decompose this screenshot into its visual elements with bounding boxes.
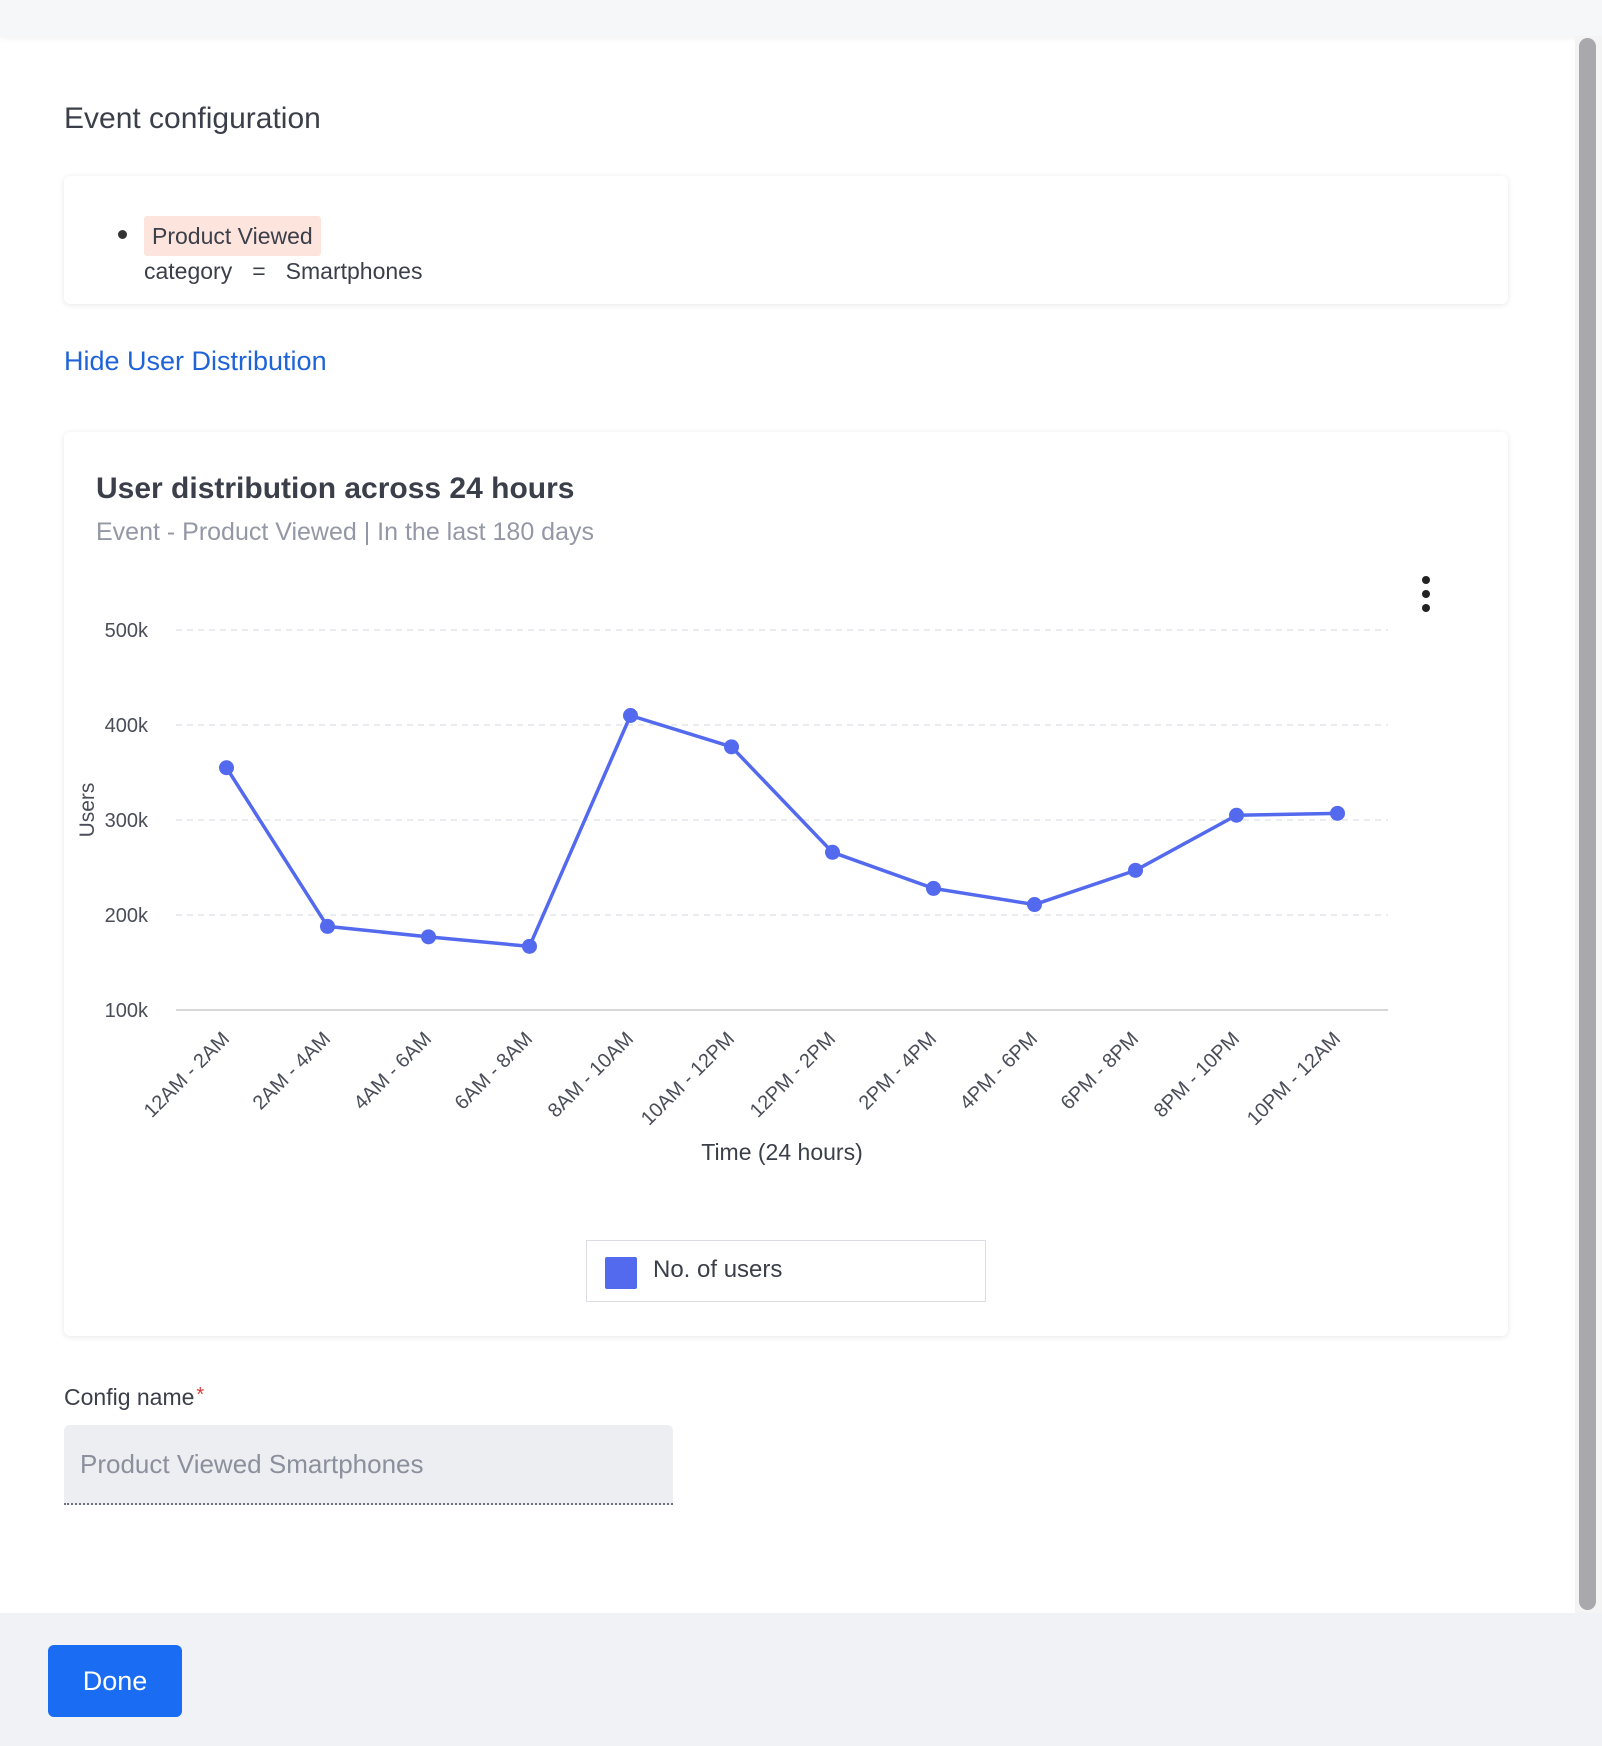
footer-bar: Done <box>0 1613 1602 1746</box>
legend-label: No. of users <box>653 1256 783 1283</box>
x-tick-label: 4AM - 6AM <box>350 1028 436 1114</box>
data-point <box>926 880 941 896</box>
event-card: Product Viewed category = Smartphones <box>64 176 1508 304</box>
series-line <box>225 713 1338 949</box>
x-tick-label: 6PM - 8PM <box>1057 1028 1143 1114</box>
y-tick-label: 400k <box>105 715 149 737</box>
required-asterisk: * <box>196 1384 205 1406</box>
data-point <box>421 929 436 945</box>
data-point <box>1128 862 1143 878</box>
x-tick-label: 10PM - 12AM <box>1243 1028 1345 1130</box>
data-point <box>724 739 739 755</box>
config-name-label: Config name * <box>64 1384 205 1410</box>
config-name-input[interactable] <box>64 1425 673 1505</box>
bullet-icon <box>118 230 127 239</box>
data-point <box>1229 807 1244 823</box>
x-tick-label: 2AM - 4AM <box>249 1028 335 1114</box>
page-title: Event configuration <box>64 102 321 135</box>
x-tick-label: 2PM - 4PM <box>855 1028 941 1114</box>
chart-subtitle: Event - Product Viewed | In the last 180… <box>96 518 594 546</box>
more-vertical-icon[interactable] <box>1414 574 1438 614</box>
x-tick-label: 6AM - 8AM <box>451 1028 537 1114</box>
chart-legend[interactable]: No. of users <box>586 1240 986 1302</box>
x-tick-label: 8AM - 10AM <box>544 1028 638 1122</box>
chart-card: User distribution across 24 hours Event … <box>64 432 1508 1336</box>
data-point <box>320 918 335 934</box>
data-point <box>219 760 234 776</box>
y-tick-label: 100k <box>105 1000 149 1022</box>
y-tick-label: 500k <box>105 620 149 642</box>
chart-title: User distribution across 24 hours <box>96 472 575 505</box>
x-tick-label: 10AM - 12PM <box>637 1028 739 1130</box>
data-point <box>623 708 638 723</box>
line-chart: 100k 200k 300k 400k 500k Users 12AM - 2AM 2AM -… <box>76 620 1388 1165</box>
data-point <box>1027 897 1042 913</box>
data-point <box>522 938 537 954</box>
hide-user-distribution-link[interactable]: Hide User Distribution <box>64 346 327 376</box>
x-tick-label: 12PM - 2PM <box>746 1028 840 1122</box>
top-bar <box>0 0 1602 36</box>
y-tick-label: 300k <box>105 810 149 832</box>
x-axis-label: Time (24 hours) <box>701 1139 862 1165</box>
event-filter: category = Smartphones <box>144 258 422 285</box>
scrollbar-thumb[interactable] <box>1579 38 1596 1610</box>
filter-value: Smartphones <box>285 258 423 284</box>
y-tick-label: 200k <box>105 905 149 927</box>
y-axis-label: Users <box>76 783 99 838</box>
filter-operator: = <box>252 258 266 284</box>
x-tick-label: 8PM - 10PM <box>1150 1028 1244 1122</box>
done-button[interactable]: Done <box>48 1645 182 1717</box>
event-name-pill: Product Viewed <box>144 216 321 256</box>
data-point <box>1330 805 1345 821</box>
x-tick-label: 4PM - 6PM <box>956 1028 1042 1114</box>
legend-swatch <box>605 1257 637 1289</box>
x-tick-label: 12AM - 2AM <box>140 1028 234 1122</box>
filter-property: category <box>144 258 233 284</box>
data-point <box>825 844 840 860</box>
